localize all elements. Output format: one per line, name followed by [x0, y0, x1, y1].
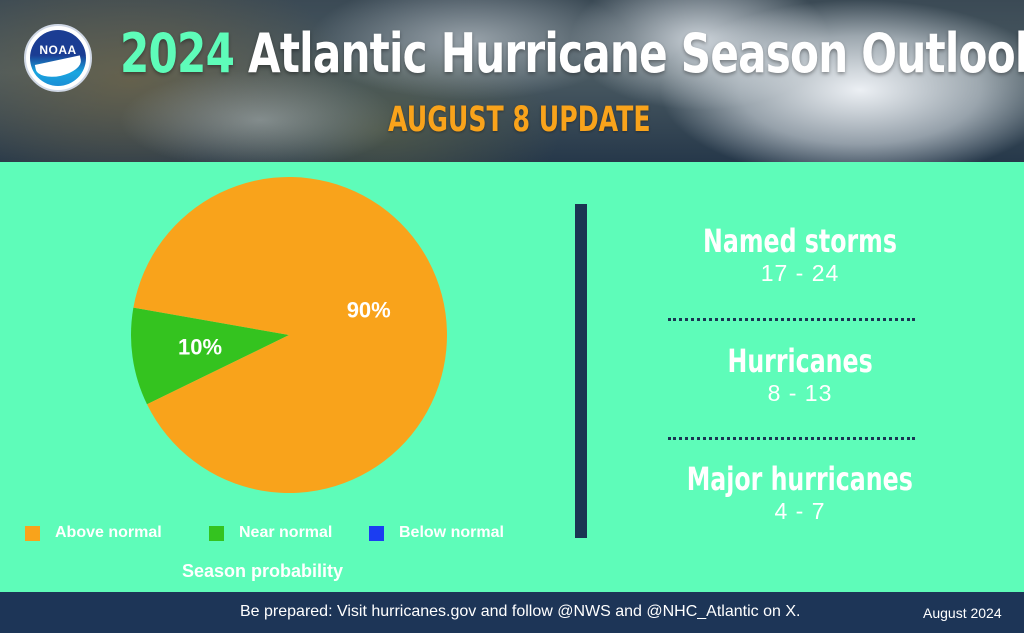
stat-label: Hurricanes [727, 342, 873, 380]
stat-named-storms: Named storms 17 - 24 [640, 222, 960, 287]
vertical-divider [575, 204, 587, 538]
legend-label: Below normal [399, 524, 504, 541]
header-banner: NOAA 2024 Atlantic Hurricane Season Outl… [0, 0, 1024, 162]
stat-major-hurricanes: Major hurricanes 4 - 7 [640, 460, 960, 525]
legend-item-above-normal: Above normal [25, 521, 162, 545]
legend-item-below-normal: Below normal [369, 521, 504, 545]
pie-slice-near-normal [130, 307, 289, 405]
stat-label: Major hurricanes [686, 460, 914, 498]
title-year: 2024 [120, 22, 235, 85]
page-subtitle: AUGUST 8 UPDATE [388, 100, 651, 140]
noaa-logo: NOAA [24, 24, 92, 92]
stat-value: 8 - 13 [767, 380, 833, 406]
footer-message: Be prepared: Visit hurricanes.gov and fo… [240, 603, 801, 620]
chart-legend: Above normal Near normal Below normal [25, 521, 545, 545]
legend-label: Near normal [239, 524, 333, 541]
page-title: 2024 Atlantic Hurricane Season Outlook [120, 22, 1024, 96]
stat-separator [668, 437, 915, 440]
stat-value: 17 - 24 [760, 260, 840, 286]
stat-label: Named storms [703, 222, 897, 260]
title-text: Atlantic Hurricane Season Outlook [234, 22, 1024, 85]
pie-label-above-normal: 90% [347, 298, 391, 323]
season-probability-pie-chart: 10% 90% [130, 177, 447, 493]
pie-slice-above-normal [133, 177, 447, 493]
pie-label-near-normal: 10% [178, 334, 222, 359]
legend-swatch [209, 525, 224, 541]
footer-bar: Be prepared: Visit hurricanes.gov and fo… [0, 592, 1024, 633]
footer-date: August 2024 [923, 605, 1002, 621]
noaa-logo-text: NOAA [39, 43, 77, 57]
stat-value: 4 - 7 [774, 498, 826, 524]
legend-swatch [25, 525, 40, 541]
noaa-logo-emblem: NOAA [30, 30, 86, 86]
stat-separator [668, 318, 915, 321]
chart-title: Season probability [182, 561, 344, 581]
stat-hurricanes: Hurricanes 8 - 13 [640, 342, 960, 407]
legend-label: Above normal [55, 524, 162, 541]
legend-swatch [369, 525, 384, 541]
legend-item-near-normal: Near normal [209, 521, 332, 545]
noaa-bird-icon [34, 55, 84, 81]
